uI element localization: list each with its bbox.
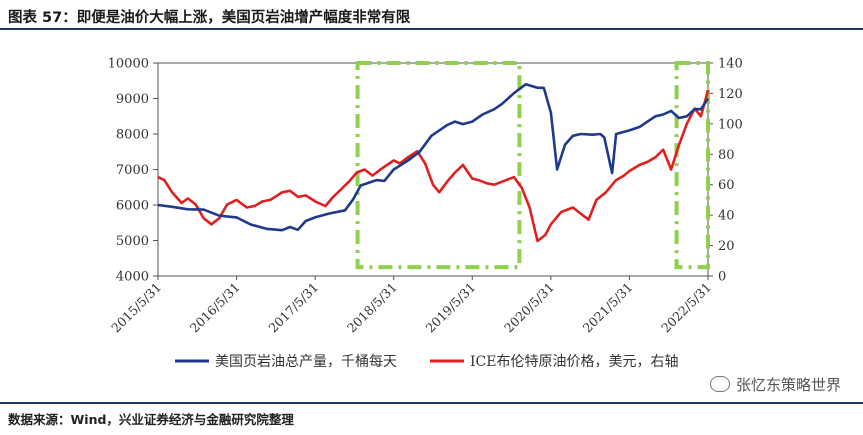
- right-axis: 0 20 40 60 80 100 120 140: [708, 57, 743, 285]
- right-tick-label: 140: [718, 57, 743, 72]
- x-tick-label: 2022/5/31: [658, 280, 714, 336]
- plot-border: [157, 62, 709, 277]
- right-tick-label: 40: [718, 209, 735, 224]
- left-tick-label: 10000: [108, 57, 149, 72]
- wechat-icon: [709, 376, 730, 392]
- highlight-box: [355, 61, 522, 270]
- legend-production: 美国页岩油总产量，千桶每天: [175, 354, 397, 370]
- legend-brent: ICE布伦特原油价格，美元，右轴: [430, 354, 678, 370]
- x-tick-label: 2021/5/31: [580, 280, 636, 336]
- title-rule: [0, 28, 863, 30]
- x-tick-label: 2016/5/31: [187, 280, 243, 336]
- highlight-boxes: [355, 61, 710, 270]
- left-axis: 4000 5000 6000 7000 8000 9000 10000: [108, 57, 158, 285]
- series-lines: [157, 83, 710, 243]
- watermark: 张忆东策略世界: [709, 374, 841, 395]
- chart-title: 图表 57：即便是油价大幅上涨，美国页岩油增产幅度非常有限: [8, 10, 411, 26]
- plot-area: [157, 62, 709, 277]
- x-tick-label: 2018/5/31: [344, 280, 400, 336]
- highlight-box: [674, 61, 710, 270]
- x-tick-label: 2020/5/31: [501, 280, 557, 336]
- legend-label: 美国页岩油总产量，千桶每天: [215, 354, 397, 370]
- title-bar: 图表 57：即便是油价大幅上涨，美国页岩油增产幅度非常有限: [0, 0, 863, 30]
- left-tick-label: 4000: [116, 270, 149, 285]
- right-tick-label: 80: [718, 148, 735, 163]
- production-line: [157, 83, 710, 232]
- right-tick-label: 120: [718, 87, 743, 102]
- watermark-text: 张忆东策略世界: [735, 376, 841, 394]
- right-tick-label: 60: [718, 178, 735, 193]
- x-tick-label: 2019/5/31: [422, 280, 478, 336]
- left-tick-label: 5000: [116, 234, 149, 249]
- x-tick-label: 2017/5/31: [265, 280, 321, 336]
- legend-label: ICE布伦特原油价格，美元，右轴: [470, 354, 678, 370]
- footer-rule: [0, 402, 863, 404]
- right-tick-label: 100: [718, 117, 743, 132]
- x-tick-label: 2015/5/31: [108, 280, 164, 336]
- left-tick-label: 6000: [116, 199, 149, 214]
- chart: 4000 5000 6000 7000 8000 9000 10000 0 20 40 60 80 1…: [108, 57, 743, 371]
- left-tick-label: 9000: [116, 92, 149, 107]
- right-tick-label: 0: [718, 270, 726, 285]
- left-tick-label: 7000: [116, 163, 149, 178]
- legend: 美国页岩油总产量，千桶每天 ICE布伦特原油价格，美元，右轴: [175, 354, 678, 370]
- x-axis: 2015/5/31 2016/5/31 2017/5/31 2018/5/31 2019…: [108, 276, 714, 335]
- brent-line: [157, 90, 710, 243]
- left-tick-label: 8000: [116, 128, 149, 143]
- source-note: 数据来源：Wind，兴业证券经济与金融研究院整理: [8, 412, 294, 427]
- right-tick-label: 20: [718, 239, 735, 254]
